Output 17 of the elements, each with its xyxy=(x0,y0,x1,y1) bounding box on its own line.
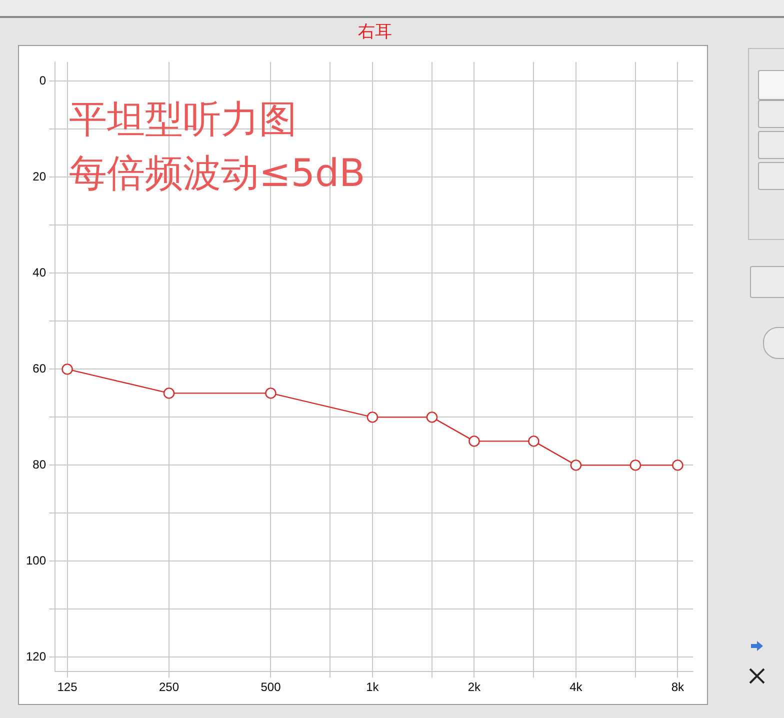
y-tick-label: 60 xyxy=(32,362,46,376)
x-tick-label: 4k xyxy=(570,680,584,694)
x-tick-label: 250 xyxy=(158,680,180,694)
x-tick-label: 1k xyxy=(366,680,380,694)
annotation: 平坦型听力图 xyxy=(69,97,298,141)
chart-title: 右耳 xyxy=(357,21,393,43)
y-tick-label: 120 xyxy=(26,650,46,664)
x-tick-label: 8k xyxy=(671,680,686,694)
y-tick-label: 20 xyxy=(32,170,46,184)
y-tick-label: 0 xyxy=(39,74,46,88)
x-tick-label: 2k xyxy=(468,680,482,694)
x-tick-label: 125 xyxy=(57,680,78,694)
x-tick-label: 500 xyxy=(260,680,282,694)
annotation: 每倍频波动≤5dB xyxy=(69,151,366,195)
y-tick-label: 40 xyxy=(32,266,46,280)
y-tick-label: 80 xyxy=(32,458,46,472)
y-tick-label: 100 xyxy=(26,554,46,568)
